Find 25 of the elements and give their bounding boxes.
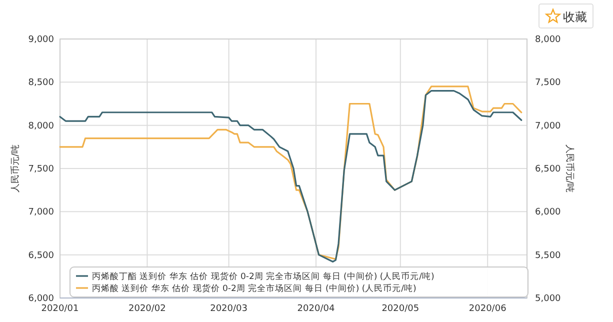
y2-tick-label: 7,000 bbox=[535, 121, 562, 132]
y2-axis-title: 人民币元/吨 bbox=[564, 144, 575, 193]
y2-tick-label: 6,500 bbox=[535, 164, 562, 174]
y2-tick-label: 7,500 bbox=[535, 78, 562, 88]
y2-tick-label: 5,000 bbox=[535, 294, 562, 304]
x-tick-label: 2020/02 bbox=[128, 304, 166, 314]
y-tick-label: 8,500 bbox=[28, 78, 54, 88]
annotation: 收藏 bbox=[538, 4, 594, 28]
y2-tick-label: 5,500 bbox=[535, 250, 562, 261]
y-tick-label: 7,500 bbox=[28, 164, 54, 174]
y-tick-label: 7,000 bbox=[28, 208, 54, 218]
x-tick-label: 2020/05 bbox=[382, 304, 420, 314]
legend-label: 丙烯酸丁酯 送到价 华东 估价 现货价 0-2周 完全市场区间 每日 (中间价) (人民币元/吨) bbox=[92, 271, 434, 282]
x-tick-label: 2020/01 bbox=[41, 304, 79, 314]
y-tick-label: 6,500 bbox=[28, 250, 54, 261]
legend-label: 丙烯酸 送到价 华东 估价 现货价 0-2周 完全市场区间 每日 (中间价) (人民币元/吨) bbox=[92, 283, 416, 294]
x-tick-label: 2020/06 bbox=[468, 304, 507, 314]
y-tick-label: 9,000 bbox=[28, 35, 54, 45]
x-tick-label: 2020/03 bbox=[210, 304, 248, 314]
y2-tick-label: 6,000 bbox=[535, 208, 562, 218]
x-tick-label: 2020/04 bbox=[297, 304, 335, 314]
y-axis-title: 人民币元/吨 bbox=[10, 144, 21, 193]
y2-tick-label: 8,000 bbox=[535, 35, 562, 45]
y-tick-label: 8,000 bbox=[28, 121, 54, 132]
y-tick-label: 6,000 bbox=[28, 294, 54, 304]
